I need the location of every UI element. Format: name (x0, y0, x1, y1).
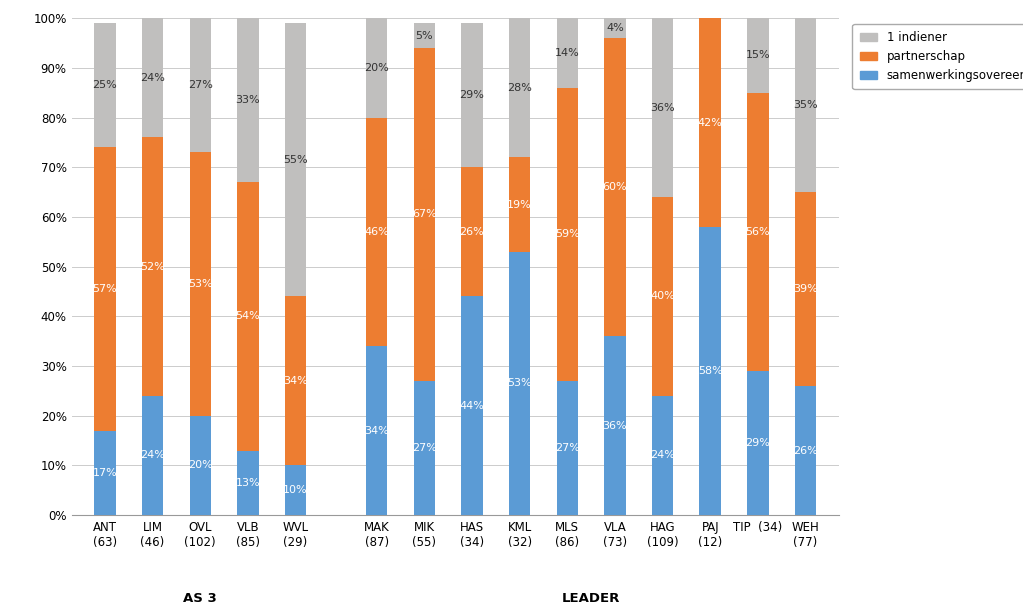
Bar (747, 371, 768, 515)
Text: 5%: 5% (415, 30, 433, 41)
Text: 56%: 56% (746, 227, 770, 237)
Text: 60%: 60% (603, 182, 627, 192)
Text: 27%: 27% (554, 443, 580, 453)
Bar (366, 118, 388, 346)
Bar (557, 18, 578, 88)
Bar (94, 431, 116, 515)
Text: 17%: 17% (93, 468, 118, 478)
Bar (284, 296, 306, 465)
Bar (508, 18, 530, 158)
Text: 42%: 42% (698, 118, 722, 127)
Bar (237, 18, 259, 182)
Bar (795, 192, 816, 386)
Bar (94, 23, 116, 147)
Bar (142, 396, 164, 515)
Bar (700, 227, 721, 515)
Text: 24%: 24% (140, 450, 165, 461)
Text: 59%: 59% (554, 229, 580, 239)
Bar (747, 18, 768, 93)
Bar (605, 18, 626, 38)
Bar (237, 450, 259, 515)
Text: 26%: 26% (459, 227, 484, 237)
Text: AS 3: AS 3 (183, 592, 217, 605)
Text: 36%: 36% (603, 421, 627, 431)
Bar (189, 416, 211, 515)
Text: 34%: 34% (364, 425, 389, 436)
Bar (795, 18, 816, 192)
Text: 26%: 26% (793, 445, 817, 456)
Bar (413, 23, 435, 48)
Text: 15%: 15% (746, 50, 770, 61)
Bar (461, 23, 483, 167)
Bar (508, 158, 530, 251)
Text: 20%: 20% (188, 461, 213, 470)
Text: LEADER: LEADER (562, 592, 620, 605)
Bar (366, 18, 388, 118)
Text: 24%: 24% (650, 450, 675, 461)
Text: 14%: 14% (554, 48, 580, 58)
Bar (189, 152, 211, 416)
Bar (413, 48, 435, 381)
Text: 57%: 57% (93, 284, 118, 294)
Text: 52%: 52% (140, 262, 165, 271)
Bar (557, 88, 578, 381)
Text: 29%: 29% (746, 438, 770, 448)
Text: 44%: 44% (459, 401, 484, 411)
Bar (142, 138, 164, 396)
Bar (557, 381, 578, 515)
Text: 19%: 19% (507, 199, 532, 210)
Bar (461, 296, 483, 515)
Bar (284, 23, 306, 296)
Legend: 1 indiener, partnerschap, samenwerkingsovereenkomst: 1 indiener, partnerschap, samenwerkingso… (852, 24, 1023, 89)
Bar (652, 396, 673, 515)
Bar (237, 182, 259, 450)
Bar (413, 381, 435, 515)
Text: 35%: 35% (793, 100, 817, 110)
Bar (795, 386, 816, 515)
Text: 53%: 53% (188, 279, 213, 289)
Bar (605, 38, 626, 336)
Text: 53%: 53% (507, 378, 532, 388)
Bar (605, 336, 626, 515)
Text: 33%: 33% (235, 95, 260, 105)
Text: 27%: 27% (188, 80, 213, 90)
Text: 40%: 40% (651, 291, 675, 301)
Bar (508, 251, 530, 515)
Text: 25%: 25% (93, 80, 118, 90)
Bar (284, 465, 306, 515)
Text: 29%: 29% (459, 90, 484, 100)
Text: 4%: 4% (606, 23, 624, 33)
Bar (700, 18, 721, 227)
Text: 34%: 34% (283, 376, 308, 386)
Text: 28%: 28% (507, 83, 532, 93)
Bar (366, 346, 388, 515)
Text: 46%: 46% (364, 227, 389, 237)
Bar (652, 18, 673, 197)
Bar (189, 18, 211, 152)
Bar (652, 197, 673, 396)
Text: 24%: 24% (140, 73, 165, 83)
Text: 20%: 20% (364, 63, 389, 73)
Text: 27%: 27% (412, 443, 437, 453)
Text: 13%: 13% (235, 478, 260, 488)
Bar (747, 93, 768, 371)
Bar (461, 167, 483, 296)
Text: 36%: 36% (651, 102, 675, 113)
Text: 58%: 58% (698, 366, 722, 376)
Text: 10%: 10% (283, 485, 308, 495)
Bar (94, 147, 116, 431)
Text: 67%: 67% (412, 210, 437, 219)
Text: 55%: 55% (283, 155, 308, 165)
Text: 54%: 54% (235, 311, 260, 321)
Bar (142, 18, 164, 138)
Text: 39%: 39% (793, 284, 817, 294)
